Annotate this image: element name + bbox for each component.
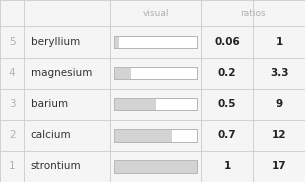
Text: 5: 5 [9,37,16,47]
Bar [114,160,197,173]
Text: visual: visual [142,9,169,18]
Bar [114,129,197,142]
Text: 0.5: 0.5 [218,99,236,109]
Text: 9: 9 [275,99,283,109]
Text: beryllium: beryllium [30,37,80,47]
Text: 0.2: 0.2 [218,68,236,78]
Bar [114,36,119,48]
Text: strontium: strontium [30,161,81,171]
Bar [114,36,197,48]
Text: 2: 2 [9,130,16,140]
Bar [114,36,197,48]
Bar [114,129,197,142]
Text: 17: 17 [272,161,286,171]
Text: ratios: ratios [240,9,266,18]
Text: 3: 3 [9,99,16,109]
Text: 4: 4 [9,68,16,78]
Bar [114,160,197,173]
Bar [114,67,197,79]
Bar [114,67,131,79]
Text: calcium: calcium [30,130,71,140]
Text: 3.3: 3.3 [270,68,288,78]
Text: barium: barium [30,99,68,109]
Text: 1: 1 [224,161,231,171]
Bar [114,98,197,110]
Text: magnesium: magnesium [30,68,92,78]
Text: 0.06: 0.06 [214,37,240,47]
Bar [114,160,197,173]
Bar [114,98,197,110]
Bar [114,98,156,110]
Text: 1: 1 [275,37,283,47]
Bar [114,129,172,142]
Text: 1: 1 [9,161,16,171]
Text: 0.7: 0.7 [218,130,237,140]
Bar [114,67,197,79]
Text: 12: 12 [272,130,286,140]
